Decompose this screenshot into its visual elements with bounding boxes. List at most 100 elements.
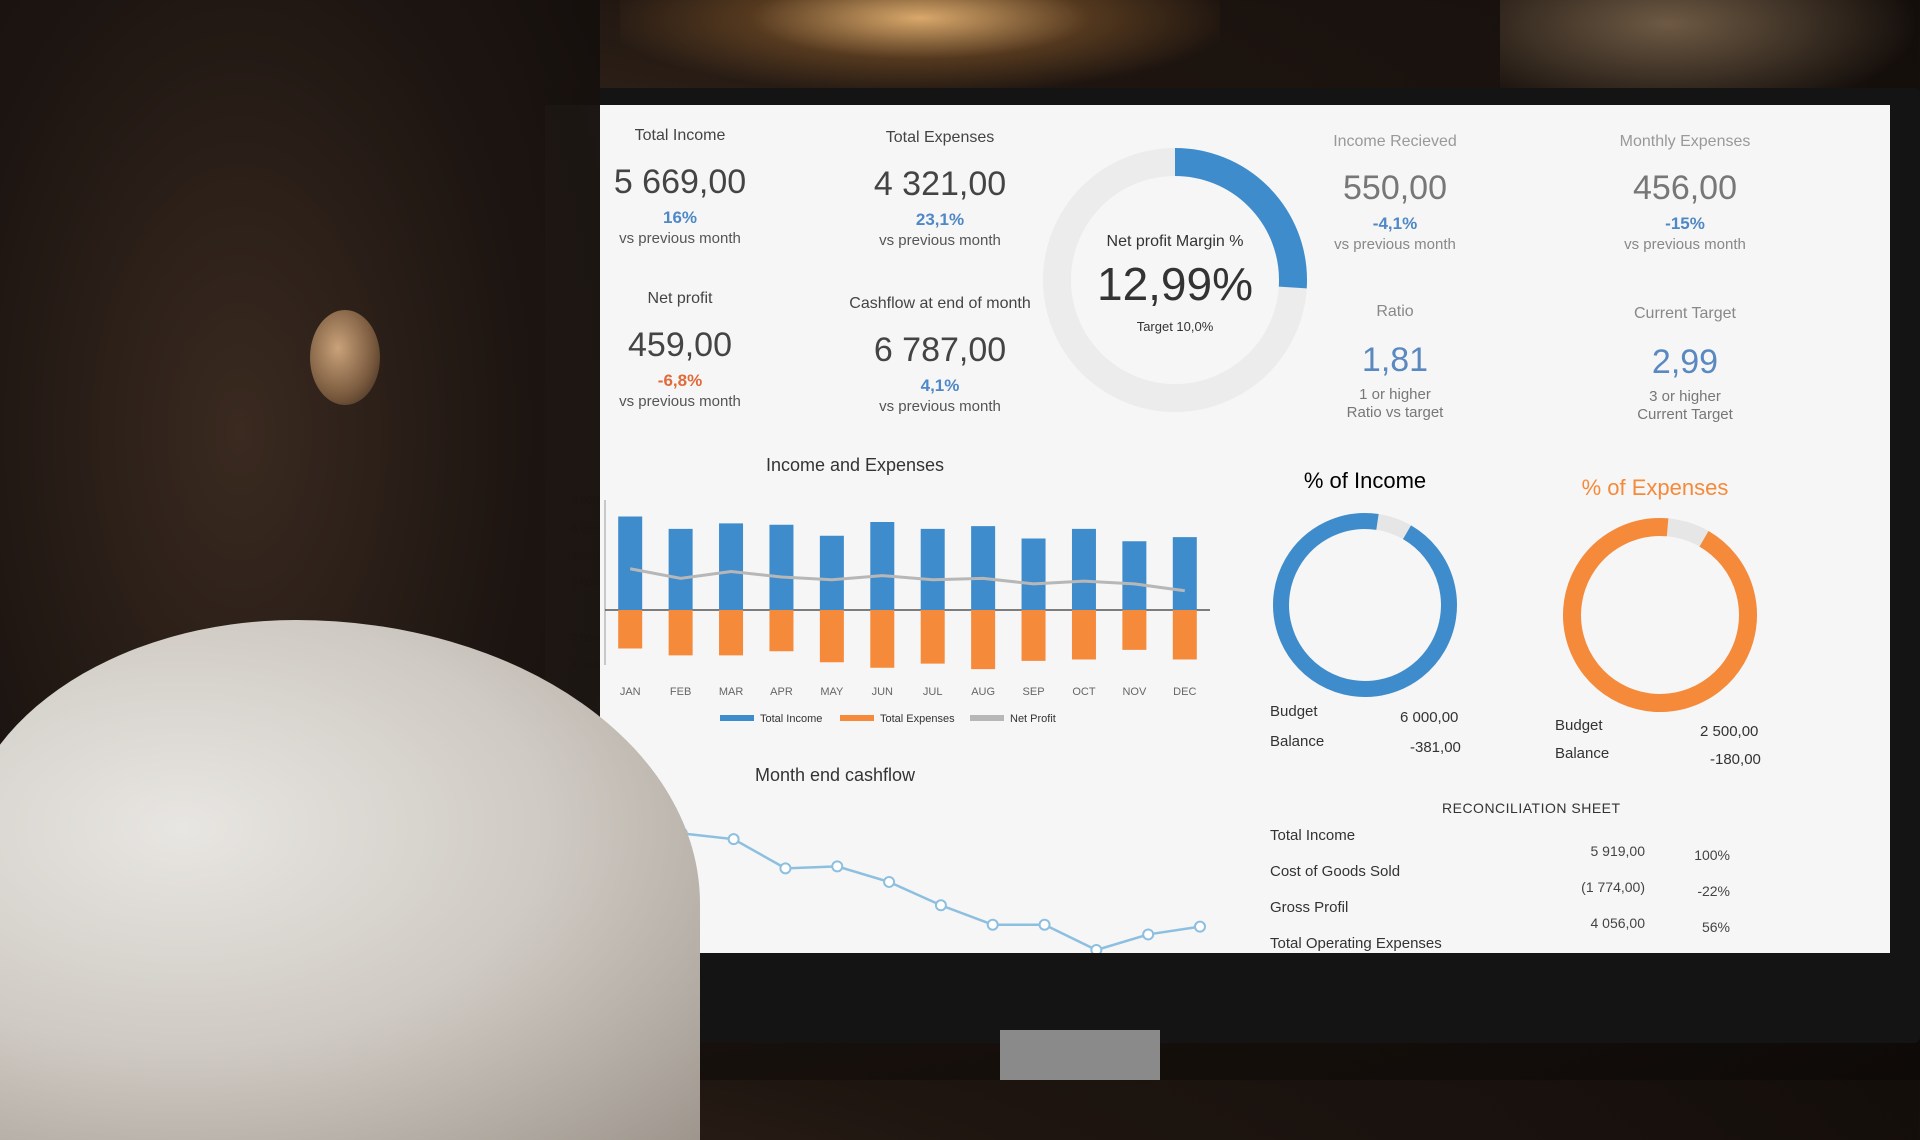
reconciliation-label: Total Operating Expenses bbox=[1270, 935, 1442, 952]
kpi-change: -4,1% bbox=[1372, 214, 1418, 233]
gauge-label: Net profit Margin % 12,99% Target 10,0% bbox=[1065, 233, 1285, 334]
background-light bbox=[620, 0, 1220, 90]
x-tick-label: FEB bbox=[670, 686, 691, 698]
kpi-change: 16% bbox=[662, 208, 698, 227]
gauge-value: 12,99% bbox=[1096, 258, 1253, 310]
kpi-value: 550,00 bbox=[1343, 169, 1447, 207]
bar-expenses bbox=[719, 610, 744, 656]
income-balance-label: Balance bbox=[1270, 733, 1325, 750]
x-tick-label: NOV bbox=[1122, 686, 1147, 698]
expenses-budget-value: 2 500,00 bbox=[1700, 723, 1759, 740]
kpi-change: -6,8% bbox=[657, 371, 703, 390]
ratio-line1: 1 or higher bbox=[1359, 386, 1431, 403]
cashflow-line bbox=[629, 822, 1201, 952]
kpi-value: 4 321,00 bbox=[873, 165, 1007, 203]
dashboard-screen: Total Income 5 669,00 16% vs previous mo… bbox=[545, 105, 1890, 953]
cashflow-point bbox=[934, 899, 947, 912]
ratio-line2: Ratio vs target bbox=[1346, 404, 1444, 421]
bar-income bbox=[870, 522, 895, 610]
reconciliation-pct: 100% bbox=[1694, 847, 1730, 863]
kpi-title: Net profit bbox=[647, 290, 713, 307]
x-tick-label: JUL bbox=[923, 686, 943, 698]
bar-expenses bbox=[920, 610, 945, 664]
bar-expenses bbox=[819, 610, 844, 663]
bar-income bbox=[1172, 537, 1197, 610]
bar-income bbox=[971, 526, 996, 610]
cashflow-point bbox=[727, 833, 740, 846]
kpi-sub: vs previous month bbox=[879, 398, 1001, 415]
kpi-title: Total Income bbox=[634, 127, 726, 144]
kpi-title: Total Expenses bbox=[885, 129, 995, 146]
target-title: Current Target bbox=[1634, 305, 1736, 322]
bar-expenses bbox=[1071, 610, 1096, 660]
income-budget-label: Budget bbox=[1270, 703, 1318, 720]
legend-label: Total Expenses bbox=[880, 713, 955, 725]
reconciliation-label: Gross Profil bbox=[1270, 899, 1349, 916]
kpi-value: 5 669,00 bbox=[613, 163, 747, 201]
expenses-balance-label: Balance bbox=[1555, 745, 1610, 762]
kpi-sub: vs previous month bbox=[619, 393, 741, 410]
reconciliation-title: RECONCILIATION SHEET bbox=[1442, 800, 1621, 816]
kpi-value: 459,00 bbox=[628, 326, 732, 364]
reconciliation-value: (1 509,00) bbox=[1545, 951, 1645, 953]
income-expenses-title: Income and Expenses bbox=[765, 455, 945, 475]
kpi-ratio: Ratio 1,81 1 or higher Ratio vs target bbox=[1275, 303, 1515, 422]
x-tick-label: OCT bbox=[1072, 686, 1096, 698]
income-donut bbox=[1273, 513, 1457, 697]
kpi-change: 23,1% bbox=[915, 210, 965, 229]
x-tick-label: MAR bbox=[719, 686, 744, 698]
cashflow-point bbox=[831, 860, 844, 873]
bar-income bbox=[719, 523, 744, 610]
cashflow-point bbox=[1142, 928, 1155, 941]
target-value: 2,99 bbox=[1651, 343, 1719, 381]
cashflow-title: Month end cashflow bbox=[754, 765, 916, 785]
kpi-sub: vs previous month bbox=[879, 232, 1001, 249]
gauge-target: Target 10,0% bbox=[1136, 319, 1214, 334]
kpi-sub: vs previous month bbox=[1334, 236, 1456, 253]
kpi-monthly-expenses: Monthly Expenses 456,00 -15% vs previous… bbox=[1535, 133, 1835, 253]
reconciliation-value: (1 774,00) bbox=[1581, 879, 1645, 895]
bar-expenses bbox=[1172, 610, 1197, 660]
legend-label: Total Income bbox=[760, 713, 822, 725]
income-expenses-chart: 8 0006 0004 0002 0000-2 000-4 000JANFEBM… bbox=[568, 495, 1210, 725]
reconciliation-label: Total Income bbox=[1270, 827, 1356, 844]
expenses-budget-label: Budget bbox=[1555, 717, 1603, 734]
income-balance-value: -381,00 bbox=[1410, 739, 1461, 756]
kpi-net-profit: Net profit 459,00 -6,8% vs previous mont… bbox=[555, 290, 805, 410]
reconciliation-pct: 56% bbox=[1701, 919, 1730, 935]
kpi-title: Income Recieved bbox=[1333, 133, 1457, 150]
legend-swatch bbox=[720, 715, 754, 721]
kpi-value: 456,00 bbox=[1633, 169, 1737, 207]
donut-fill bbox=[1563, 517, 1757, 712]
donut-fill bbox=[1273, 513, 1457, 697]
expenses-pct-title: % of Expenses bbox=[1581, 475, 1729, 500]
ratio-value: 1,81 bbox=[1361, 341, 1429, 379]
expenses-balance-value: -180,00 bbox=[1710, 751, 1761, 768]
x-tick-label: JUN bbox=[872, 686, 893, 698]
bar-income bbox=[1021, 538, 1046, 610]
bar-income bbox=[819, 535, 844, 610]
x-tick-label: JAN bbox=[620, 686, 641, 698]
legend-swatch bbox=[970, 715, 1004, 721]
reconciliation-value: 5 919,00 bbox=[1590, 843, 1646, 859]
income-pct-title: % of Income bbox=[1303, 468, 1427, 493]
kpi-income-received: Income Recieved 550,00 -4,1% vs previous… bbox=[1245, 133, 1545, 253]
x-tick-label: MAY bbox=[820, 686, 844, 698]
kpi-current-target: Current Target 2,99 3 or higher Current … bbox=[1565, 305, 1805, 424]
monitor-stand bbox=[1000, 1030, 1160, 1080]
cashflow-point bbox=[986, 918, 999, 931]
target-line1: 3 or higher bbox=[1649, 388, 1721, 405]
bar-income bbox=[618, 516, 643, 610]
target-line2: Current Target bbox=[1637, 406, 1733, 423]
earring bbox=[310, 310, 380, 405]
bar-expenses bbox=[870, 610, 895, 668]
kpi-total-income: Total Income 5 669,00 16% vs previous mo… bbox=[555, 127, 805, 247]
reconciliation-value: 4 056,00 bbox=[1590, 915, 1646, 931]
kpi-value: 6 787,00 bbox=[873, 331, 1007, 369]
kpi-sub: vs previous month bbox=[1624, 236, 1746, 253]
bar-expenses bbox=[769, 610, 794, 652]
kpi-total-expenses: Total Expenses 4 321,00 23,1% vs previou… bbox=[815, 129, 1065, 249]
income-budget-value: 6 000,00 bbox=[1400, 709, 1459, 726]
bar-expenses bbox=[668, 610, 693, 656]
gauge-title: Net profit Margin % bbox=[1106, 233, 1244, 250]
